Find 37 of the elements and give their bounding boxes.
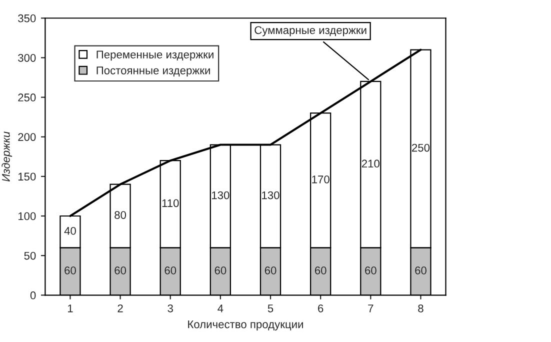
y-tick-label: 50 xyxy=(24,252,36,260)
y-tick-label: 150 xyxy=(18,172,36,181)
x-tick-label: 2 xyxy=(118,304,123,312)
data-label: 110 xyxy=(162,199,179,208)
legend-label: Постоянные издержки xyxy=(96,66,210,77)
y-tick-label: 100 xyxy=(18,212,36,220)
x-axis-title: Количество продукции xyxy=(188,320,303,330)
data-label: 60 xyxy=(214,266,226,274)
y-axis-title: Издержки xyxy=(2,132,12,182)
data-label: 130 xyxy=(212,191,230,200)
data-label: 60 xyxy=(64,266,76,274)
y-tick-label: 0 xyxy=(30,291,36,300)
y-tick-label: 300 xyxy=(18,54,36,62)
data-label: 250 xyxy=(412,144,430,152)
x-tick-label: 8 xyxy=(418,304,424,312)
legend-label: Переменные издержки xyxy=(96,50,214,61)
data-label: 60 xyxy=(264,266,276,274)
data-label: 170 xyxy=(312,175,330,184)
data-label: 60 xyxy=(314,266,326,274)
data-label: 60 xyxy=(164,266,176,274)
data-label: 80 xyxy=(114,211,126,219)
y-tick-label: 350 xyxy=(18,14,36,22)
x-tick-label: 7 xyxy=(368,304,374,312)
x-tick-label: 6 xyxy=(318,304,324,312)
data-label: 210 xyxy=(362,160,380,168)
y-tick-label: 200 xyxy=(18,133,36,141)
x-tick-label: 4 xyxy=(218,304,224,312)
x-tick-label: 1 xyxy=(68,304,73,312)
data-label: 130 xyxy=(262,191,280,200)
x-tick-label: 3 xyxy=(168,304,173,312)
y-tick-label: 250 xyxy=(18,94,36,102)
data-label: 60 xyxy=(114,266,126,274)
data-label: 60 xyxy=(365,266,376,274)
x-tick-label: 5 xyxy=(268,304,274,312)
data-label: 60 xyxy=(415,266,426,274)
data-label: 40 xyxy=(64,226,76,235)
annotation: Суммарные издержки xyxy=(254,26,366,36)
